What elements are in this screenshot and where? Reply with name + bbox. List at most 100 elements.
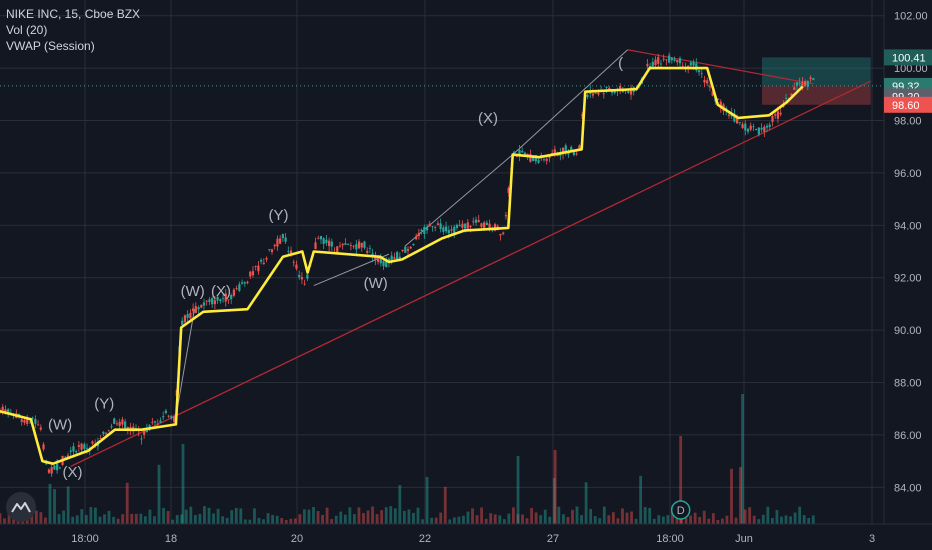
candle-body [537, 159, 540, 163]
candle-body [213, 300, 216, 305]
candle-body [390, 255, 393, 263]
volume-bar [89, 507, 93, 524]
candle-body [646, 64, 649, 67]
candle-body [444, 226, 448, 232]
volume-bar [225, 517, 229, 524]
candle-body [26, 419, 29, 424]
volume-bar [748, 507, 752, 524]
volume-bar [275, 515, 279, 524]
volume-bar [657, 515, 661, 524]
candle-body [31, 417, 34, 419]
candle-body [744, 123, 747, 131]
candle-body [270, 249, 274, 253]
volume-bar [734, 517, 738, 524]
volume-bar [389, 506, 393, 524]
candle-body [417, 232, 420, 236]
candle-body [689, 62, 692, 66]
volume-bar [134, 513, 138, 524]
volume-bar [766, 506, 770, 524]
volume-bar [634, 518, 638, 524]
candle-body [578, 145, 581, 149]
dividend-marker-icon: D [670, 500, 691, 520]
grid-lines [0, 0, 884, 524]
candle-body [523, 152, 527, 156]
dividend-label: D [677, 505, 685, 517]
candle-body [39, 427, 42, 430]
volume-bar [339, 511, 343, 524]
volume-bar [175, 514, 179, 524]
candle-body [447, 229, 450, 234]
volume-bar [239, 508, 243, 524]
time-axis: 18:00 18 20 22 27 18:00 Jun 3 [0, 523, 932, 550]
candle-body [483, 222, 486, 229]
volume-bar [652, 518, 656, 524]
candle-body [347, 244, 350, 246]
candle-body [56, 463, 59, 471]
candle-body [575, 153, 578, 155]
candle-body [143, 428, 146, 435]
candle-body [765, 125, 769, 128]
volume-bar [571, 509, 574, 524]
volume-bar [34, 510, 38, 524]
volume-bar [630, 511, 633, 524]
candle-body [453, 226, 456, 234]
candle-body [156, 423, 159, 425]
volume-bar [471, 508, 474, 524]
trendline-lower [70, 80, 872, 467]
candle-body [798, 82, 801, 84]
candle-body [91, 441, 94, 444]
time-axis-bg [0, 524, 932, 550]
tradingview-logo-icon[interactable] [6, 492, 36, 522]
candle-body [366, 250, 369, 253]
candle-body [200, 304, 203, 308]
candle-body [379, 257, 382, 264]
legend-title[interactable]: NIKE INC, 15, Cboe BZX [6, 7, 141, 21]
candle-body [50, 467, 53, 474]
legend-volume[interactable]: Vol (20) [6, 23, 48, 37]
candle-body [197, 307, 200, 310]
candle-body [434, 227, 437, 228]
volume-bar [553, 450, 557, 524]
candle-body [235, 288, 238, 290]
candle-body [673, 59, 676, 61]
candle-body [99, 438, 102, 439]
volume-bar [75, 515, 79, 524]
volume-bar [452, 517, 456, 524]
candle-body [192, 308, 195, 312]
volume-bar [84, 515, 88, 524]
volume-bar [475, 515, 479, 524]
candle-body [273, 244, 276, 247]
volume-bar [325, 507, 329, 524]
candle-body [257, 265, 260, 272]
candle-body [211, 298, 214, 305]
candle-body [727, 114, 731, 116]
volume-bar [130, 513, 134, 524]
candle-body [300, 277, 304, 280]
candle-body [7, 409, 10, 415]
candle-body [526, 153, 529, 155]
candle-body [570, 146, 573, 151]
candle-body [289, 250, 293, 255]
volume-bar [611, 512, 615, 524]
candle-body [325, 239, 328, 244]
x-tick-label: 18:00 [656, 533, 684, 545]
wave-label: (Y) [268, 207, 288, 224]
volume-bar [616, 518, 620, 524]
volume-bar [434, 517, 438, 524]
volume-bar [271, 515, 275, 524]
volume-bar [607, 515, 611, 524]
candle-body [648, 65, 652, 68]
volume-bar [116, 518, 120, 524]
candle-body [279, 238, 282, 244]
volume-bar [66, 486, 70, 524]
legend-vwap[interactable]: VWAP (Session) [6, 39, 95, 53]
volume-bar [343, 514, 347, 524]
y-tick-label: 96.00 [894, 168, 922, 180]
candle-body [757, 127, 760, 135]
candle-body [708, 86, 712, 88]
volume-bar [362, 513, 365, 524]
candle-body [548, 156, 551, 158]
candle-body [352, 245, 355, 247]
